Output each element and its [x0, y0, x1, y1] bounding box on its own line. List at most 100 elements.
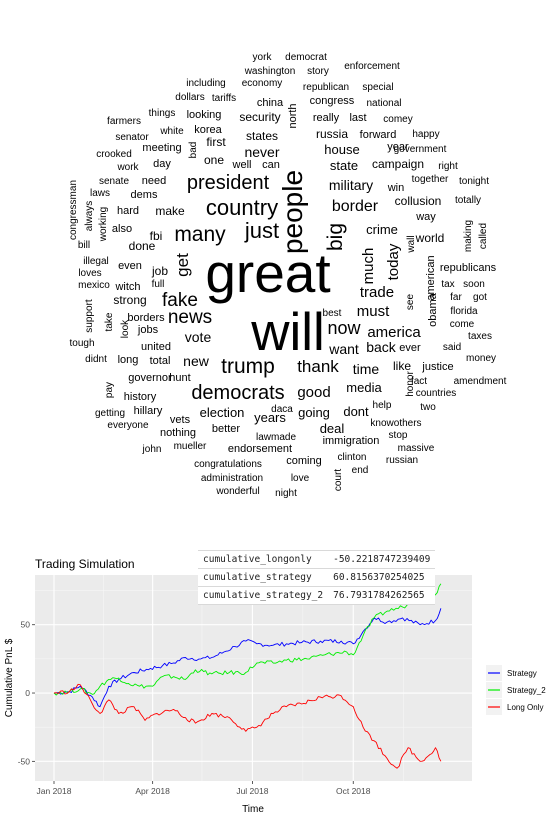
word-year: year — [387, 141, 409, 153]
word-always: always — [84, 201, 95, 232]
word-look: look — [120, 319, 131, 338]
word-make: make — [155, 204, 185, 218]
word-election: election — [200, 405, 245, 420]
series-line-strategy — [53, 608, 442, 708]
stats-label: cumulative_strategy_2 — [198, 586, 329, 605]
x-tick-label: Apr 2018 — [135, 786, 170, 796]
word-win: win — [387, 182, 405, 194]
word-wonderful: wonderful — [215, 486, 259, 497]
word-one: one — [204, 153, 224, 167]
word-taxes: taxes — [468, 331, 492, 342]
word-daca: daca — [271, 404, 293, 415]
word-national: national — [366, 98, 401, 109]
word-farmers: farmers — [107, 116, 141, 127]
word-last: last — [349, 112, 366, 124]
word-stop: stop — [389, 430, 408, 441]
word-meeting: meeting — [142, 142, 181, 154]
x-tick-label: Jan 2018 — [37, 786, 72, 796]
word-far: far — [450, 292, 462, 303]
legend-label: Long Only — [507, 703, 543, 712]
word-immigration: immigration — [323, 435, 380, 447]
word-democrats: democrats — [191, 382, 284, 404]
word-happy: happy — [412, 129, 439, 140]
series-line-strategy-2 — [53, 583, 442, 696]
word-trump: trump — [221, 355, 275, 378]
word-day: day — [153, 158, 171, 170]
legend: Strategy Strategy_2 Long Only — [486, 665, 546, 715]
word-take: take — [104, 312, 115, 331]
word-soon: soon — [463, 279, 485, 290]
word-government: government — [394, 144, 447, 155]
legend-label: Strategy_2 — [507, 686, 546, 695]
word-new: new — [183, 353, 210, 369]
word-comey: comey — [383, 114, 412, 125]
word-president: president — [187, 172, 270, 194]
y-tick-label: -50 — [18, 756, 31, 766]
word-security: security — [239, 110, 280, 124]
word-obama: obama — [427, 292, 439, 327]
word-tough: tough — [69, 338, 94, 349]
word-dems: dems — [131, 189, 158, 201]
word-including: including — [186, 78, 225, 89]
stats-label: cumulative_longonly — [198, 550, 329, 569]
y-tick-label: 0 — [25, 688, 30, 698]
word-never: never — [244, 144, 279, 160]
x-axis-ticks: Jan 2018 Apr 2018 Jul 2018 Oct 2018 — [37, 781, 371, 796]
word-justice: justice — [421, 361, 453, 373]
word-witch: witch — [114, 281, 140, 293]
word-first: first — [206, 135, 226, 149]
legend-label: Strategy — [507, 669, 537, 678]
word-help: help — [373, 400, 392, 411]
word-nothing: nothing — [160, 427, 196, 439]
word-thank: thank — [297, 357, 339, 376]
word-america: america — [367, 324, 421, 341]
word-today: today — [385, 243, 402, 280]
word-york: york — [253, 52, 273, 63]
word-working: working — [98, 207, 109, 242]
word-state: state — [330, 158, 358, 173]
word-back: back — [366, 339, 397, 355]
y-axis-label: Cumulative PnL $ — [4, 638, 15, 717]
word-just: just — [244, 218, 279, 243]
word-got: got — [473, 292, 487, 303]
word-loves: loves — [78, 268, 101, 279]
word-must: must — [357, 303, 390, 320]
word-borders: borders — [127, 312, 165, 324]
word-laws: laws — [90, 188, 110, 199]
word-said: said — [443, 342, 461, 353]
word-clinton: clinton — [338, 452, 367, 463]
y-tick-label: 50 — [21, 620, 31, 630]
word-many: many — [174, 223, 226, 246]
word-enforcement: enforcement — [344, 61, 400, 72]
word-economy: economy — [242, 78, 283, 89]
word-best: best — [323, 308, 342, 319]
word-getting: getting — [95, 408, 125, 419]
word-news: news — [168, 307, 212, 328]
word-north: north — [287, 103, 299, 128]
word-fbi: fbi — [150, 229, 163, 243]
word-special: special — [362, 82, 393, 93]
word-trade: trade — [360, 284, 394, 301]
word-bill: bill — [78, 240, 90, 251]
word-republican: republican — [303, 82, 349, 93]
word-hunt: hunt — [169, 372, 190, 384]
word-coming: coming — [286, 455, 321, 467]
word-hard: hard — [117, 205, 139, 217]
word-mueller: mueller — [174, 441, 207, 452]
word-now: now — [327, 318, 361, 338]
chart-title: Trading Simulation — [35, 557, 135, 571]
x-tick-label: Oct 2018 — [336, 786, 371, 796]
word-money: money — [466, 353, 496, 364]
stats-label: cumulative_strategy — [198, 568, 329, 587]
word-strong: strong — [113, 293, 146, 307]
summary-stats-table: cumulative_longonly -50.2218747239409 cu… — [198, 550, 436, 605]
word-tariffs: tariffs — [212, 93, 236, 104]
word-long: long — [118, 354, 139, 366]
word-congressman: congressman — [68, 180, 79, 240]
word-white: white — [159, 126, 184, 137]
word-american: american — [425, 255, 437, 300]
word-united: united — [141, 341, 171, 353]
word-end: end — [352, 465, 369, 476]
trading-simulation-chart: Trading Simulation -50 0 50 Jan 2018 Apr 20… — [4, 557, 546, 815]
